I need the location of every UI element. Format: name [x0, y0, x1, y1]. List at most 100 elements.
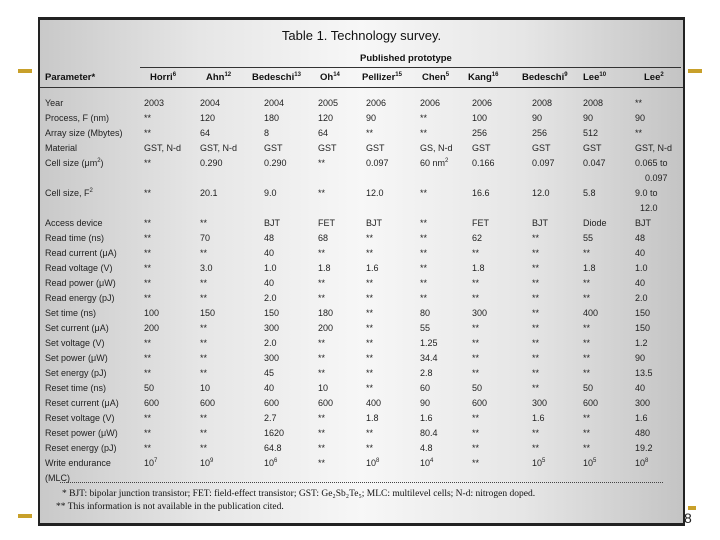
table-cell: ** [144, 413, 152, 423]
row-label: Reset time (ns) [45, 383, 107, 393]
table-cell: GST, N-d [635, 143, 673, 153]
table-cell: 80 [420, 308, 431, 318]
table-cell: 90 [635, 113, 646, 123]
column-header: Lee10 [583, 72, 606, 83]
column-header: Chen5 [422, 72, 449, 83]
table-cell: ** [366, 308, 374, 318]
table-figure: Table 1. Technology survey. Published pr… [38, 17, 685, 526]
table-cell: ** [144, 158, 152, 168]
table-cell: 300 [532, 398, 548, 408]
table-cell: 0.047 [583, 158, 606, 168]
column-header: Kang16 [468, 72, 498, 83]
column-name: Oh [320, 72, 334, 83]
column-name: Lee [583, 72, 600, 83]
column-header: Bedeschi9 [522, 72, 568, 83]
row-label: Array size (Mbytes) [45, 128, 123, 138]
table-cell: 0.290 [200, 158, 223, 168]
table-cell: ** [532, 323, 540, 333]
table-cell: ** [583, 278, 591, 288]
table-cell: ** [366, 443, 374, 453]
table-cell: ** [318, 158, 326, 168]
column-ref: 5 [445, 72, 450, 78]
table-cell: 300 [472, 308, 488, 318]
table-cell: ** [200, 353, 208, 363]
table-cell: ** [200, 293, 208, 303]
table-cell: 600 [264, 398, 280, 408]
table-cell: ** [366, 368, 374, 378]
table-cell: ** [318, 368, 326, 378]
table-cell: 40 [264, 383, 275, 393]
table-cell: BJT [366, 218, 383, 228]
table-cell: ** [532, 428, 540, 438]
row-label: Process, F (nm) [45, 113, 110, 123]
table-cell: ** [532, 443, 540, 453]
table-cell: 20.1 [200, 188, 218, 198]
footnote-2: ** This information is not available in … [56, 502, 284, 512]
table-cell: ** [200, 218, 208, 228]
table-cell: 2.7 [264, 413, 277, 423]
table-cell: 600 [583, 398, 599, 408]
table-cell: ** [420, 218, 428, 228]
table-cell: 300 [264, 353, 280, 363]
dotted-divider [60, 482, 663, 483]
table-cell: 50 [472, 383, 483, 393]
table-cell: 0.166 [472, 158, 495, 168]
table-cell: ** [144, 218, 152, 228]
table-cell: 64 [318, 128, 329, 138]
column-name: Lee [644, 72, 661, 83]
table-cell: 0.097 [532, 158, 555, 168]
table-cell: 40 [264, 278, 275, 288]
table-cell: 1.8 [472, 263, 485, 273]
table-cell: ** [200, 413, 208, 423]
table-cell: 55 [420, 323, 431, 333]
table-cell: 2006 [420, 98, 441, 108]
table-cell: ** [318, 338, 326, 348]
table-cell: ** [366, 293, 374, 303]
table-cell: 50 [144, 383, 155, 393]
table-cell: ** [318, 443, 326, 453]
table-cell: ** [318, 278, 326, 288]
table-cell: ** [583, 293, 591, 303]
table-cell: ** [144, 278, 152, 288]
table-cell: 90 [366, 113, 377, 123]
table-cell: ** [532, 293, 540, 303]
table-cell: 8 [264, 128, 270, 138]
row-label: Set energy (pJ) [45, 368, 107, 378]
table-cell: ** [366, 278, 374, 288]
row-label: Write endurance (MLC) [45, 458, 111, 483]
table-cell: ** [532, 308, 540, 318]
table-cell: ** [366, 353, 374, 363]
row-label: Set voltage (V) [45, 338, 105, 348]
row-label: Read power (μW) [45, 278, 116, 288]
table-cell: ** [144, 128, 152, 138]
table-cell: ** [366, 233, 374, 243]
row-label: Set current (μA) [45, 323, 109, 333]
table-cell: 1.6 [420, 413, 433, 423]
row-label: Reset energy (pJ) [45, 443, 117, 453]
table-cell: 48 [635, 233, 646, 243]
table-cell: 16.6 [472, 188, 490, 198]
table-cell: ** [200, 428, 208, 438]
table-cell: 100 [144, 308, 160, 318]
table-cell: ** [583, 248, 591, 258]
param-header: Parameter* [45, 72, 96, 83]
table-cell: GST, N-d [144, 143, 182, 153]
table-cell: ** [532, 353, 540, 363]
table-cell: 2.0 [635, 293, 648, 303]
column-ref: 15 [395, 72, 402, 78]
table-cell: ** [583, 338, 591, 348]
table-cell: ** [472, 278, 480, 288]
table-cell: ** [144, 353, 152, 363]
page-number: 8 [684, 510, 692, 526]
table-cell: 2006 [366, 98, 387, 108]
table-cell: 108 [366, 458, 380, 468]
table-cell: 45 [264, 368, 275, 378]
table-cell: ** [366, 128, 374, 138]
table-cell: ** [144, 443, 152, 453]
table-cell: 2004 [200, 98, 221, 108]
table-cell: ** [420, 248, 428, 258]
table-cell: 2008 [583, 98, 604, 108]
table-cell: 300 [635, 398, 651, 408]
table-cell: 108 [635, 458, 649, 468]
table-cell: 400 [366, 398, 382, 408]
